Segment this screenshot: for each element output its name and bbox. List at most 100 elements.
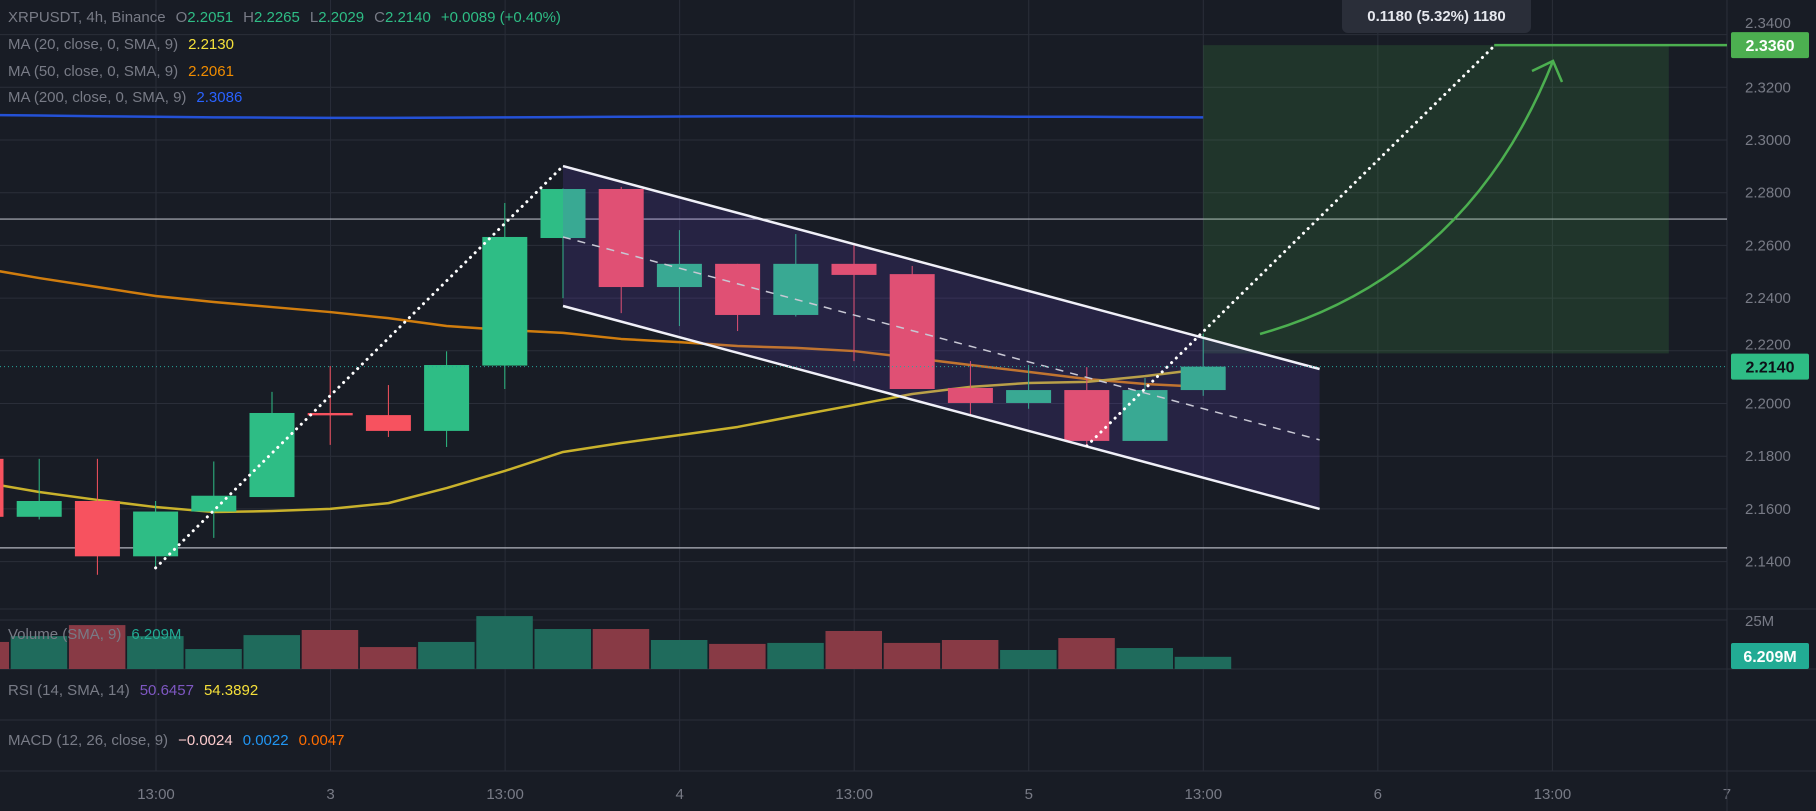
close-label: C — [374, 9, 385, 26]
volume-bar — [709, 643, 766, 669]
rsi-legend[interactable]: RSI (14, SMA, 14) 50.6457 54.3892 — [8, 682, 258, 699]
time-tick-label: 5 — [1025, 786, 1033, 803]
price-tick-label: 2.2200 — [1745, 337, 1791, 354]
last-price-label: 2.2140 — [1746, 360, 1795, 377]
price-pane — [0, 43, 1727, 575]
ma50-legend[interactable]: MA (50, close, 0, SMA, 9) 2.2061 — [8, 63, 234, 80]
candle-up — [16, 500, 62, 517]
candle-down — [0, 458, 4, 517]
symbol-title[interactable]: XRPUSDT, 4h, Binance — [8, 9, 166, 26]
volume-bar — [0, 641, 9, 669]
volume-tick-label: 25M — [1745, 613, 1774, 630]
ma50-label: MA (50, close, 0, SMA, 9) — [8, 63, 179, 80]
candle-up — [1122, 390, 1168, 441]
last-volume-label-box — [1731, 643, 1809, 669]
ma20-label: MA (20, close, 0, SMA, 9) — [8, 36, 179, 53]
candle-down — [74, 500, 120, 557]
candle-down — [889, 274, 935, 390]
candle-up — [773, 263, 819, 315]
ma200-legend[interactable]: MA (200, close, 0, SMA, 9) 2.3086 — [8, 89, 242, 106]
volume-bar — [301, 629, 359, 669]
ma50-line — [0, 270, 1204, 389]
price-tick-label: 2.3200 — [1745, 79, 1791, 96]
open-label: O — [175, 9, 188, 26]
rsi-value: 50.6457 — [139, 682, 194, 699]
price-tick-label: 2.3000 — [1745, 132, 1791, 149]
volume-bar — [592, 629, 650, 669]
time-tick-label: 6 — [1374, 786, 1382, 803]
volume-bar — [476, 616, 533, 669]
channel-middle-line — [562, 236, 1320, 441]
candle-up — [191, 495, 237, 512]
candle-down — [307, 412, 353, 416]
candle-down — [365, 415, 411, 431]
arrow-head-icon — [1531, 59, 1564, 83]
time-tick-label: 13:00 — [1185, 786, 1223, 803]
candle-down — [715, 263, 761, 315]
volume-bar — [650, 639, 708, 669]
volume-bar — [418, 641, 475, 669]
candle-down — [947, 387, 993, 403]
rsi-sma-value: 54.3892 — [203, 682, 259, 699]
last-volume-label: 6.209M — [1743, 649, 1796, 666]
candle-up — [482, 236, 528, 366]
volume-bar — [1174, 656, 1232, 669]
volume-bar — [941, 639, 999, 669]
symbol-legend: XRPUSDT, 4h, Binance O2.2051 H2.2265 L2.… — [8, 9, 561, 26]
change-value: +0.0089 (+0.40%) — [440, 9, 561, 26]
time-tick-label: 13:00 — [137, 786, 175, 803]
volume-bar — [767, 642, 824, 669]
ma50-value: 2.2061 — [188, 63, 234, 80]
close-value: 2.2140 — [384, 9, 431, 26]
ma200-label: MA (200, close, 0, SMA, 9) — [8, 89, 187, 106]
price-tick-label: 2.2400 — [1745, 290, 1791, 307]
high-value: 2.2265 — [253, 9, 300, 26]
rsi-label: RSI (14, SMA, 14) — [8, 682, 130, 699]
ma20-value: 2.2130 — [188, 36, 234, 53]
volume-bar — [68, 625, 126, 669]
price-tick-label: 2.2600 — [1745, 237, 1791, 254]
volume-bar — [1116, 648, 1173, 669]
dotted-projection-line — [1085, 44, 1496, 448]
curved-arrow — [1259, 60, 1555, 336]
target-price-label: 2.3360 — [1746, 38, 1795, 55]
candle-down — [598, 189, 644, 288]
low-value: 2.2029 — [318, 9, 365, 26]
open-value: 2.2051 — [187, 9, 234, 26]
price-tick-label: 2.3400 — [1745, 15, 1791, 32]
time-tick-label: 3 — [326, 786, 334, 803]
last-price-label-box — [1731, 353, 1809, 380]
price-tick-label: 2.2800 — [1745, 185, 1791, 202]
ma20-legend[interactable]: MA (20, close, 0, SMA, 9) 2.2130 — [8, 36, 234, 53]
channel-fill — [563, 166, 1320, 509]
volume-legend[interactable]: Volume (SMA, 9) 6.209M — [8, 626, 181, 643]
candle-up — [133, 511, 179, 557]
ma200-line — [0, 113, 1204, 120]
channel-lower-line — [562, 304, 1320, 511]
target-zone — [1203, 45, 1669, 354]
volume-bar — [825, 630, 882, 669]
measure-label: 0.1180 (5.32%) 1180 — [1342, 0, 1531, 33]
candle-up — [656, 263, 702, 288]
price-tick-label: 2.1400 — [1745, 554, 1791, 571]
price-tick-label: 2.2000 — [1745, 396, 1791, 413]
time-tick-label: 13:00 — [486, 786, 524, 803]
time-tick-label: 4 — [675, 786, 683, 803]
volume-bar — [534, 629, 591, 669]
macd-label: MACD (12, 26, close, 9) — [8, 732, 169, 749]
time-tick-label: 13:00 — [1534, 786, 1572, 803]
candle-up — [1180, 366, 1226, 391]
volume-bar — [883, 642, 941, 669]
target-price-label-box — [1731, 32, 1809, 59]
channel-upper-line — [562, 164, 1320, 371]
candle-down — [831, 263, 877, 275]
volume-bar — [10, 636, 68, 669]
low-label: L — [309, 9, 319, 26]
candle-up — [249, 412, 295, 498]
volume-label: Volume (SMA, 9) — [8, 626, 122, 643]
candle-up — [424, 365, 470, 431]
macd-legend[interactable]: MACD (12, 26, close, 9) −0.0024 0.0022 0… — [8, 732, 344, 749]
candle-up — [540, 189, 586, 239]
time-tick-label: 13:00 — [835, 786, 873, 803]
